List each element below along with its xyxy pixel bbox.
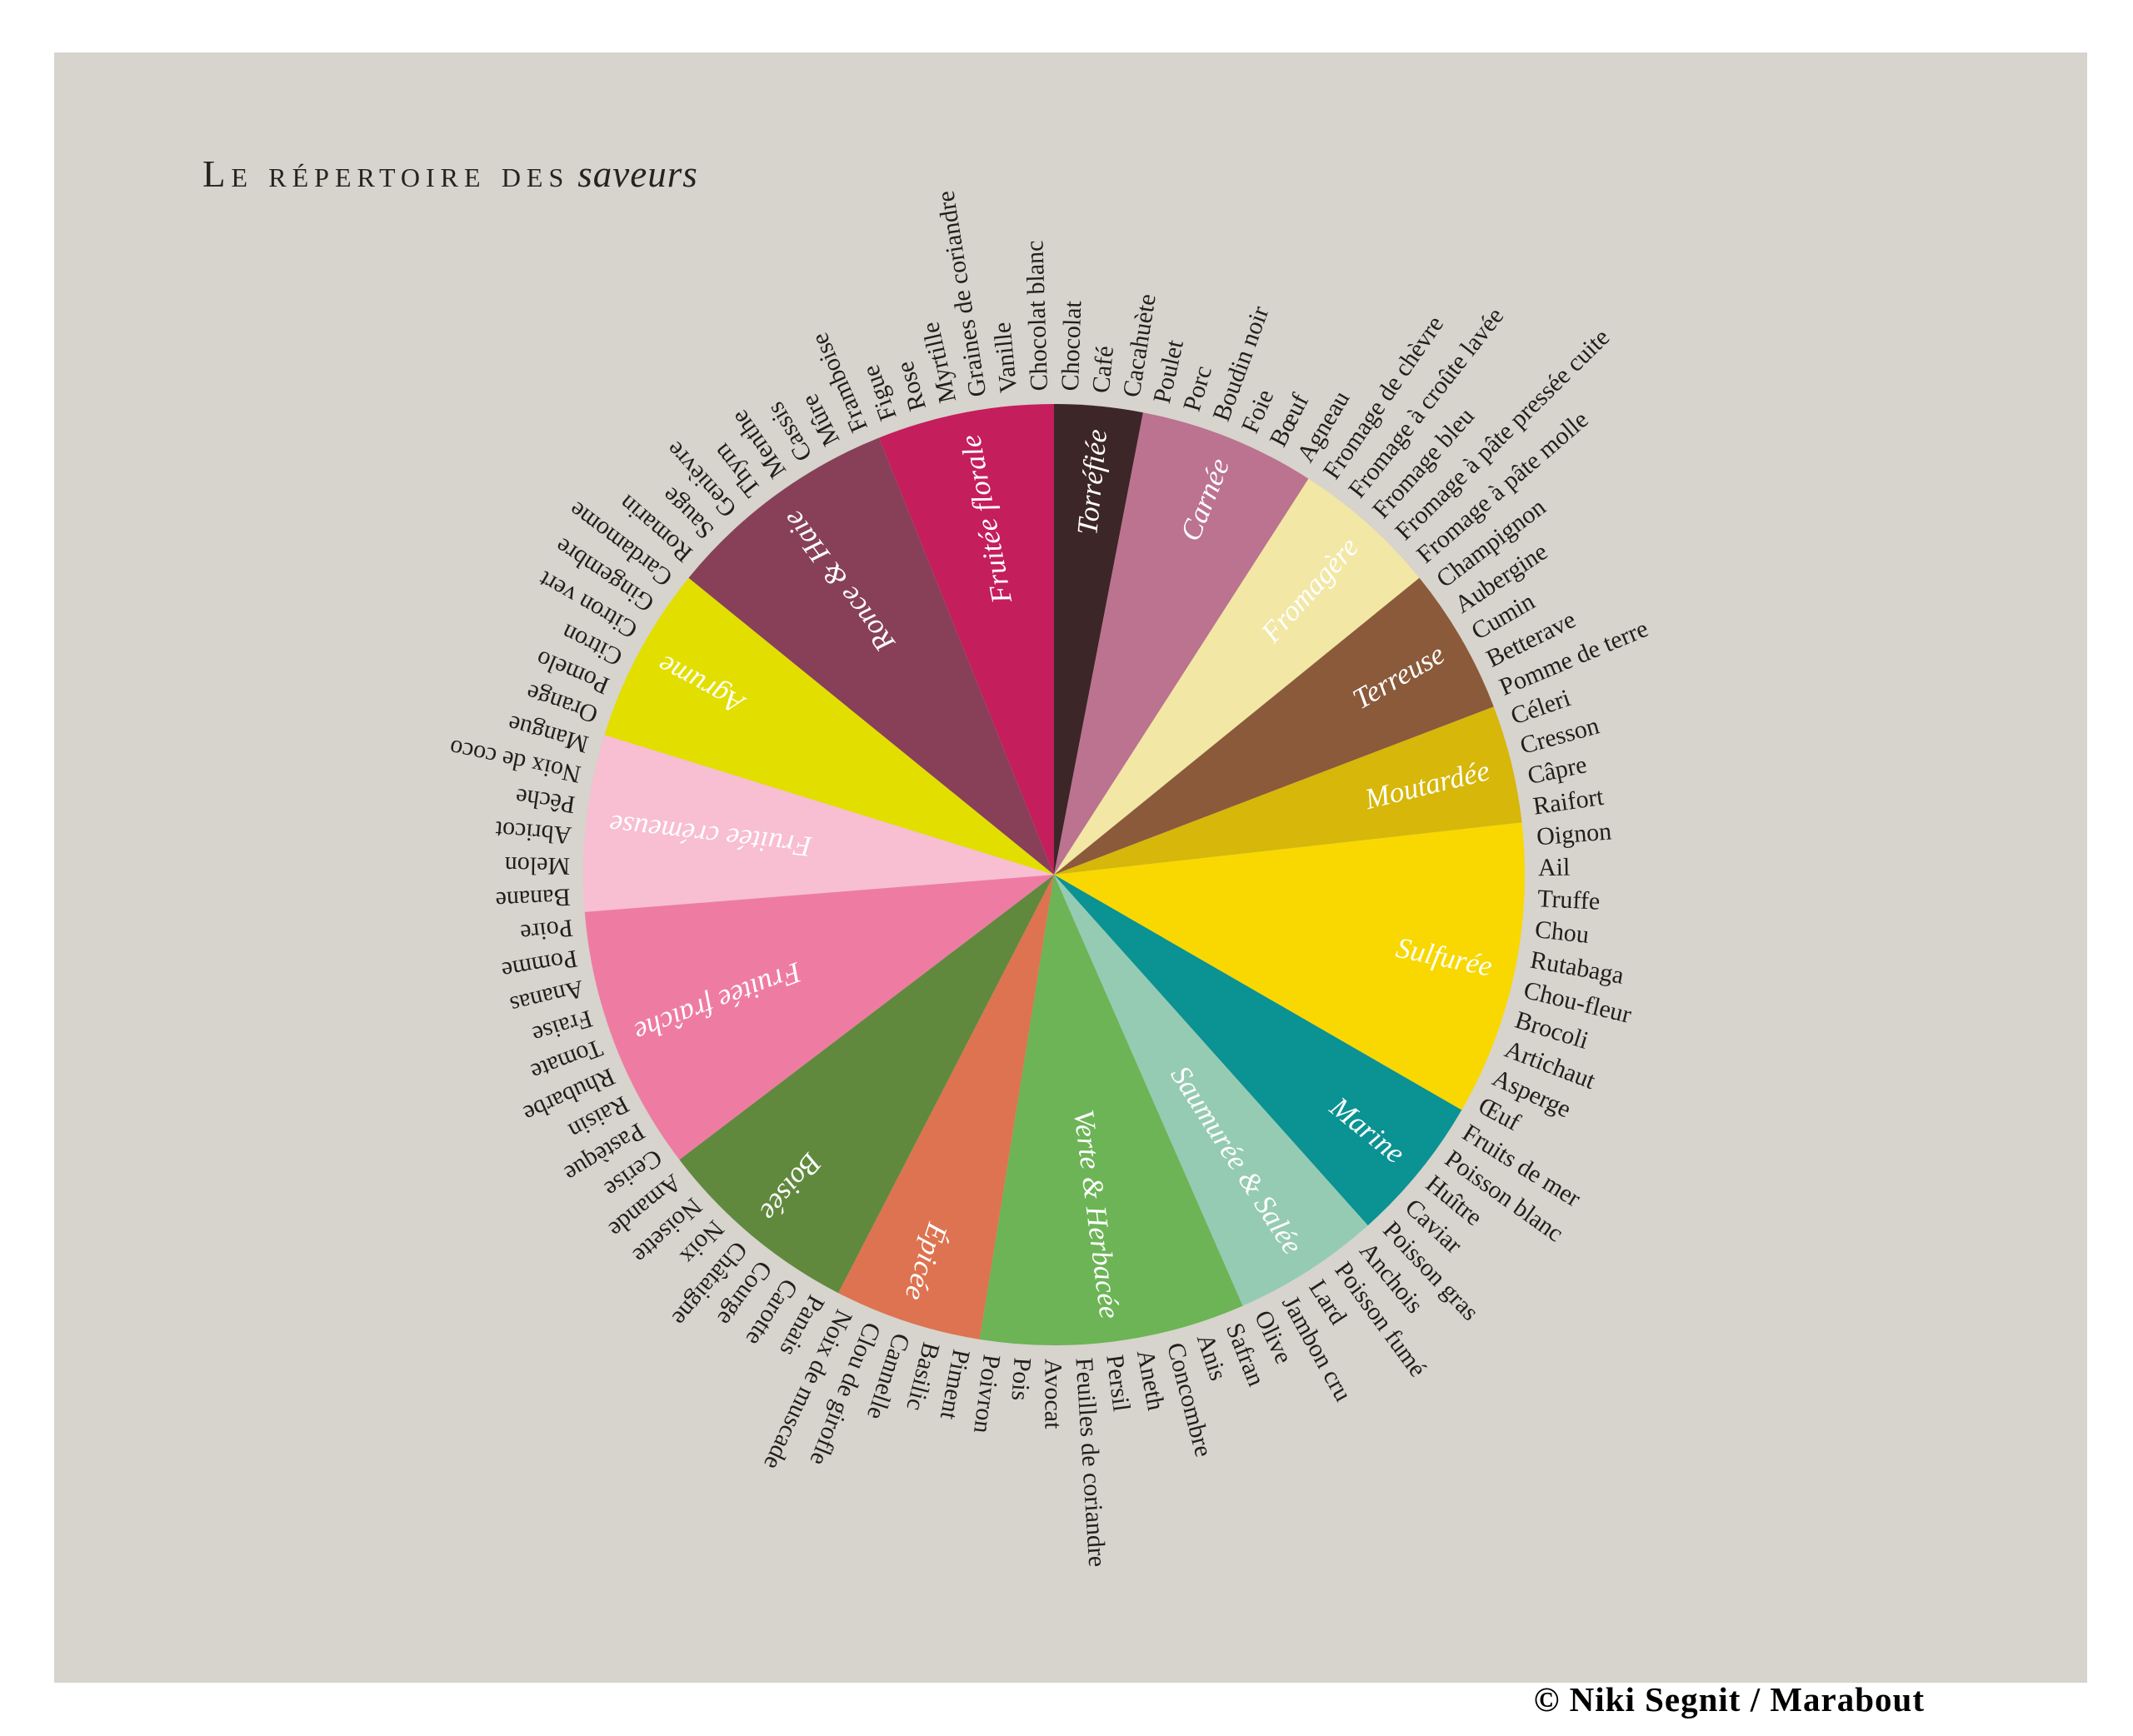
ingredient-label-raifort: Raifort xyxy=(1531,783,1606,821)
ingredient-label-melon: Melon xyxy=(505,851,571,880)
ingredient-label-ail: Ail xyxy=(1538,854,1571,882)
ingredient-label-aneth: Aneth xyxy=(1131,1348,1170,1413)
sector-epicee xyxy=(838,875,1054,1339)
sector-agrume xyxy=(604,577,1054,875)
ingredient-label-poire: Poire xyxy=(519,914,575,947)
sector-boisee xyxy=(679,875,1054,1294)
sector-torrefiee xyxy=(1054,404,1143,875)
wheel-sectors xyxy=(583,404,1525,1345)
sector-carnee xyxy=(1054,412,1309,875)
sector-moutardee xyxy=(1054,706,1522,875)
sector-fruitee-fraiche xyxy=(584,875,1054,1160)
ingredient-label-chou: Chou xyxy=(1533,915,1590,949)
sector-ronce-haie xyxy=(688,437,1054,875)
sector-terreuse xyxy=(1054,577,1494,875)
sector-marine xyxy=(1054,875,1462,1226)
ingredient-label-oignon: Oignon xyxy=(1536,817,1612,851)
ingredient-label-feuilles-de-coriandre: Feuilles de coriandre xyxy=(1070,1357,1111,1568)
sector-saumuree-salee xyxy=(1054,875,1368,1306)
ingredient-label-chocolat-blanc: Chocolat blanc xyxy=(1021,240,1053,392)
title-emphasis: saveurs xyxy=(577,153,698,195)
page-title: Le répertoire des saveurs xyxy=(202,152,698,196)
ingredient-label-truffe: Truffe xyxy=(1537,885,1601,915)
ingredient-label-persil: Persil xyxy=(1101,1353,1135,1413)
ingredient-label-avocat: Avocat xyxy=(1040,1359,1067,1429)
ingredient-label-chocolat: Chocolat xyxy=(1057,300,1086,392)
ingredient-label-banane: Banane xyxy=(495,883,571,914)
sector-sulfuree xyxy=(1054,822,1525,1110)
ingredient-label-abricot: Abricot xyxy=(494,816,573,849)
ingredient-label-poivron: Poivron xyxy=(968,1353,1006,1434)
sector-fromagere xyxy=(1054,478,1420,875)
ingredient-label-cafe: Café xyxy=(1087,345,1119,395)
ingredient-label-pois: Pois xyxy=(1006,1357,1036,1402)
copyright-credit: © Niki Segnit / Marabout xyxy=(1533,1680,1925,1719)
sector-verte-herbacee xyxy=(979,875,1243,1345)
ingredient-label-peche: Pêche xyxy=(514,783,577,819)
sector-fruitee-florale xyxy=(879,404,1054,875)
ingredient-label-vanille: Vanille xyxy=(988,321,1022,394)
sector-fruitee-cremeuse xyxy=(583,735,1054,912)
title-prefix: Le répertoire des xyxy=(202,153,570,195)
